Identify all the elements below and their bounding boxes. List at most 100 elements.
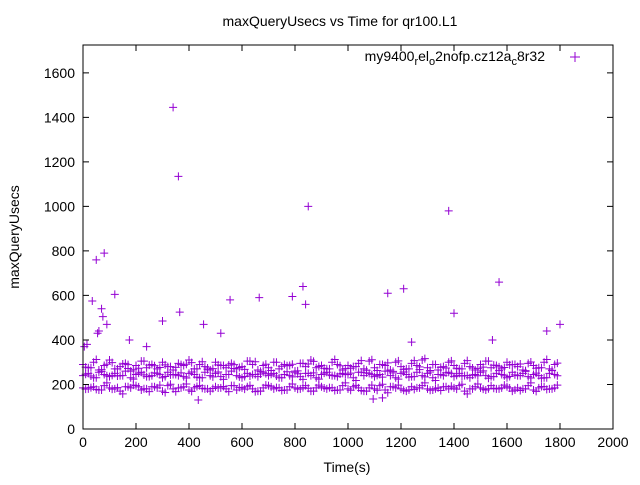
data-point xyxy=(110,290,119,299)
y-tick-label: 0 xyxy=(67,421,75,437)
y-tick-label: 1600 xyxy=(44,65,75,81)
legend-label: my9400relo2nofp.cz12ac8r32 xyxy=(365,48,546,68)
data-point xyxy=(158,317,167,326)
data-point xyxy=(108,358,117,367)
data-point xyxy=(255,293,264,302)
y-tick-label: 800 xyxy=(52,243,76,259)
data-point xyxy=(198,357,207,366)
x-tick-label: 800 xyxy=(283,434,307,450)
data-point xyxy=(542,373,551,382)
data-point xyxy=(457,364,466,373)
data-point xyxy=(86,363,95,372)
data-point xyxy=(174,172,183,181)
data-point xyxy=(431,376,440,385)
data-point xyxy=(88,297,97,305)
data-point xyxy=(301,300,310,309)
data-point xyxy=(226,295,235,304)
data-point xyxy=(198,373,207,382)
data-point xyxy=(203,365,212,374)
data-point xyxy=(553,359,562,368)
legend-marker xyxy=(570,52,580,62)
data-point xyxy=(309,368,318,377)
data-point xyxy=(118,389,127,398)
data-point xyxy=(288,292,297,301)
y-tick-label: 200 xyxy=(52,376,76,392)
data-point xyxy=(407,338,416,347)
data-point xyxy=(214,368,223,377)
data-point xyxy=(426,368,435,377)
data-point xyxy=(521,366,530,375)
data-point xyxy=(463,356,472,365)
data-point xyxy=(444,206,453,215)
data-point xyxy=(495,278,504,287)
data-point xyxy=(415,365,424,374)
data-point xyxy=(192,364,201,373)
x-tick-label: 1400 xyxy=(438,434,469,450)
data-point xyxy=(500,363,509,372)
data-point xyxy=(224,387,233,396)
x-tick-label: 1600 xyxy=(491,434,522,450)
data-point xyxy=(219,375,228,384)
data-point xyxy=(373,386,382,395)
x-axis-label: Time(s) xyxy=(324,459,371,475)
data-point xyxy=(199,320,208,329)
data-point xyxy=(230,364,239,373)
data-point xyxy=(182,380,191,389)
data-point xyxy=(194,396,203,405)
data-point xyxy=(100,249,109,258)
data-point xyxy=(420,378,429,387)
x-tick-label: 1800 xyxy=(544,434,575,450)
data-point xyxy=(369,394,378,403)
data-point xyxy=(410,372,419,381)
data-point xyxy=(484,357,493,366)
y-axis-label: maxQueryUsecs xyxy=(6,185,22,288)
data-point xyxy=(92,373,101,382)
data-point xyxy=(346,369,355,378)
data-point xyxy=(367,355,376,364)
data-point xyxy=(553,371,562,380)
data-point xyxy=(161,372,170,381)
data-point xyxy=(357,356,366,365)
data-point xyxy=(383,289,392,298)
data-point xyxy=(330,355,339,364)
data-point xyxy=(298,282,307,291)
x-tick-label: 2000 xyxy=(597,434,628,450)
chart-title: maxQueryUsecs vs Time for qr100.L1 xyxy=(223,13,458,29)
y-tick-label: 1200 xyxy=(44,154,75,170)
x-tick-label: 1200 xyxy=(385,434,416,450)
x-tick-label: 400 xyxy=(177,434,201,450)
data-point xyxy=(251,357,260,366)
data-point xyxy=(394,356,403,365)
data-point xyxy=(293,366,302,375)
data-point xyxy=(309,357,318,366)
data-point xyxy=(431,360,440,369)
x-tick-label: 600 xyxy=(230,434,254,450)
data-point xyxy=(129,365,138,374)
data-point xyxy=(399,284,408,293)
data-point xyxy=(488,335,497,344)
data-point xyxy=(378,380,387,389)
data-point xyxy=(505,372,514,381)
x-tick-label: 0 xyxy=(79,434,87,450)
data-point xyxy=(142,342,151,351)
data-point xyxy=(155,381,164,390)
data-point xyxy=(479,366,488,375)
x-tick-label: 1000 xyxy=(332,434,363,450)
data-point xyxy=(463,389,472,398)
data-point xyxy=(553,381,562,390)
data-point xyxy=(420,354,429,363)
data-point xyxy=(404,364,413,373)
data-point xyxy=(542,355,551,364)
data-point xyxy=(383,388,392,397)
data-point xyxy=(336,386,345,395)
data-point xyxy=(389,368,398,377)
data-point xyxy=(288,360,297,369)
y-tick-label: 1400 xyxy=(44,109,75,125)
data-point xyxy=(208,364,217,373)
data-point xyxy=(410,356,419,365)
data-point xyxy=(97,386,106,395)
data-point xyxy=(155,363,164,372)
data-point xyxy=(102,320,111,329)
data-point xyxy=(139,357,148,366)
y-tick-label: 600 xyxy=(52,287,76,303)
